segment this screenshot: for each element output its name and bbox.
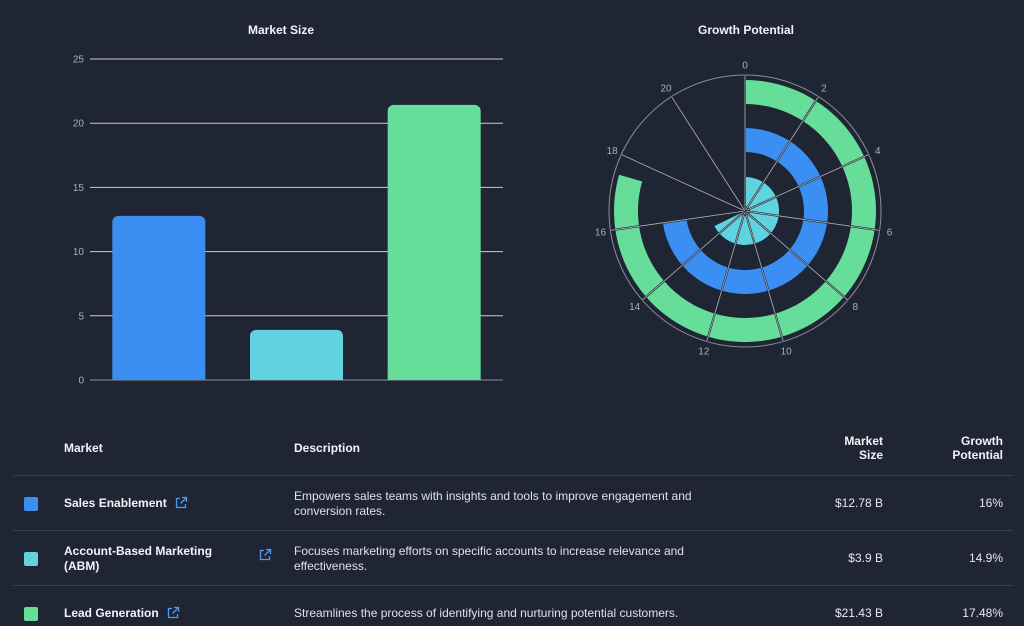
market-name[interactable]: Account-Based Marketing (ABM) <box>64 543 213 573</box>
radial-gridline <box>610 210 746 231</box>
angular-tick-label: 4 <box>875 146 881 157</box>
radial-chart: 0 2 4 6 8 10 12 14 16 18 20 <box>595 61 893 358</box>
radial-gridline <box>641 210 746 301</box>
angular-tick-label: 20 <box>661 84 673 95</box>
angular-tick-label: 8 <box>853 302 859 313</box>
color-swatch <box>24 551 38 566</box>
row-divider <box>13 585 1013 586</box>
bar[interactable] <box>112 215 206 380</box>
radial-gridline <box>621 154 746 212</box>
header-growth-potential: Growth Potential <box>952 434 1003 462</box>
color-swatch <box>24 496 38 511</box>
bar-base <box>250 374 343 380</box>
radial-gridline <box>706 210 746 342</box>
angular-tick-label: 18 <box>607 146 619 157</box>
bar-base <box>112 374 206 380</box>
bar-chart-title: Market Size <box>247 23 315 37</box>
market-description: Empowers sales teams with insights and t… <box>294 488 692 518</box>
radial-gridline <box>744 154 869 212</box>
y-tick-label: 0 <box>78 376 84 387</box>
row-divider <box>13 530 1013 531</box>
header-market-size: Market Size <box>844 434 883 462</box>
angular-tick-label: 10 <box>781 347 793 358</box>
radial-gridline <box>744 210 880 231</box>
y-tick-label: 5 <box>78 311 84 322</box>
radial-chart-title: Growth Potential <box>698 23 794 37</box>
market-size: $12.78 B <box>834 496 883 510</box>
market-size: $3.9 B <box>848 551 883 565</box>
radial-gridline <box>744 210 784 342</box>
y-tick-label: 15 <box>73 183 85 194</box>
y-tick-label: 25 <box>73 55 85 66</box>
market-description: Focuses marketing efforts on specific ac… <box>294 543 684 573</box>
angular-tick-label: 12 <box>698 347 710 358</box>
growth-potential: 16% <box>978 496 1003 510</box>
angular-tick-label: 6 <box>887 227 893 238</box>
table-divider <box>13 475 1013 476</box>
angular-tick-label: 2 <box>821 84 827 95</box>
market-description: Streamlines the process of identifying a… <box>294 606 679 620</box>
radial-bar[interactable] <box>714 177 779 245</box>
angular-tick-label: 14 <box>629 302 641 313</box>
color-swatch <box>24 606 38 621</box>
external-link-icon[interactable] <box>258 548 272 562</box>
market-name[interactable]: Lead Generation <box>64 606 159 620</box>
y-tick-label: 10 <box>73 247 85 258</box>
radial-gridline <box>744 96 819 212</box>
bar[interactable] <box>250 329 343 380</box>
market-name[interactable]: Sales Enablement <box>64 496 167 510</box>
radial-gridline <box>671 96 746 212</box>
growth-potential: 17.48% <box>962 606 1003 620</box>
bar-chart: 0 5 10 15 20 25 <box>73 55 503 387</box>
growth-potential: 14.9% <box>968 551 1003 565</box>
market-size: $21.43 B <box>834 606 883 620</box>
bar-base <box>387 374 481 380</box>
external-link-icon[interactable] <box>174 496 188 510</box>
angular-tick-label: 16 <box>595 227 607 238</box>
header-market: Market <box>64 441 103 455</box>
header-description: Description <box>294 441 361 455</box>
radial-gridline <box>744 210 849 301</box>
bar[interactable] <box>387 104 481 380</box>
angular-tick-label: 0 <box>742 61 748 72</box>
y-tick-label: 20 <box>73 119 85 130</box>
external-link-icon[interactable] <box>166 606 180 620</box>
